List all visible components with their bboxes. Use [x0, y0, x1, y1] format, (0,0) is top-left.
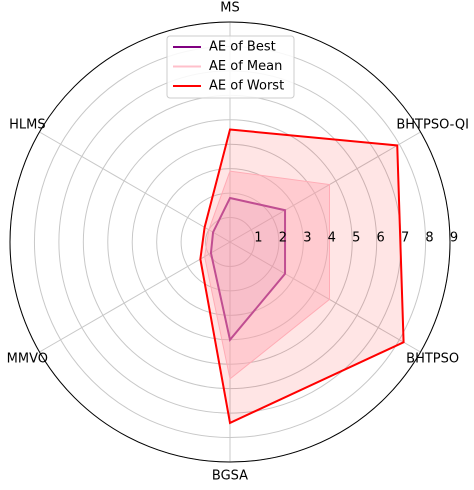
category-label: MMVO — [7, 352, 48, 367]
category-label: BGSA — [212, 469, 248, 484]
r-tick-label: 7 — [401, 231, 409, 246]
frame — [9, 21, 451, 463]
legend-label: AE of Worst — [209, 79, 284, 94]
r-tick-label: 6 — [377, 231, 385, 246]
spoke — [39, 131, 231, 243]
spoke — [229, 241, 421, 353]
r-tick-label: 3 — [303, 231, 311, 246]
legend-label: AE of Best — [209, 40, 276, 55]
spoke — [229, 131, 421, 243]
r-tick-label: 8 — [425, 231, 433, 246]
r-tick-label: 1 — [254, 231, 262, 246]
category-label: BHTPSO — [406, 352, 459, 367]
category-label: MS — [220, 1, 239, 16]
r-tick-label: 5 — [352, 231, 360, 246]
category-label: BHTPSO-QI — [396, 118, 469, 133]
r-tick-label: 9 — [450, 231, 458, 246]
r-tick-label: 2 — [279, 231, 287, 246]
legend-box — [166, 35, 295, 99]
series-area — [209, 196, 287, 342]
r-tick-label: 4 — [328, 231, 336, 246]
category-label: HLMS — [9, 118, 46, 133]
series-area — [204, 170, 330, 380]
spoke — [39, 241, 231, 353]
series-area — [199, 128, 405, 425]
legend-label: AE of Mean — [209, 59, 282, 74]
